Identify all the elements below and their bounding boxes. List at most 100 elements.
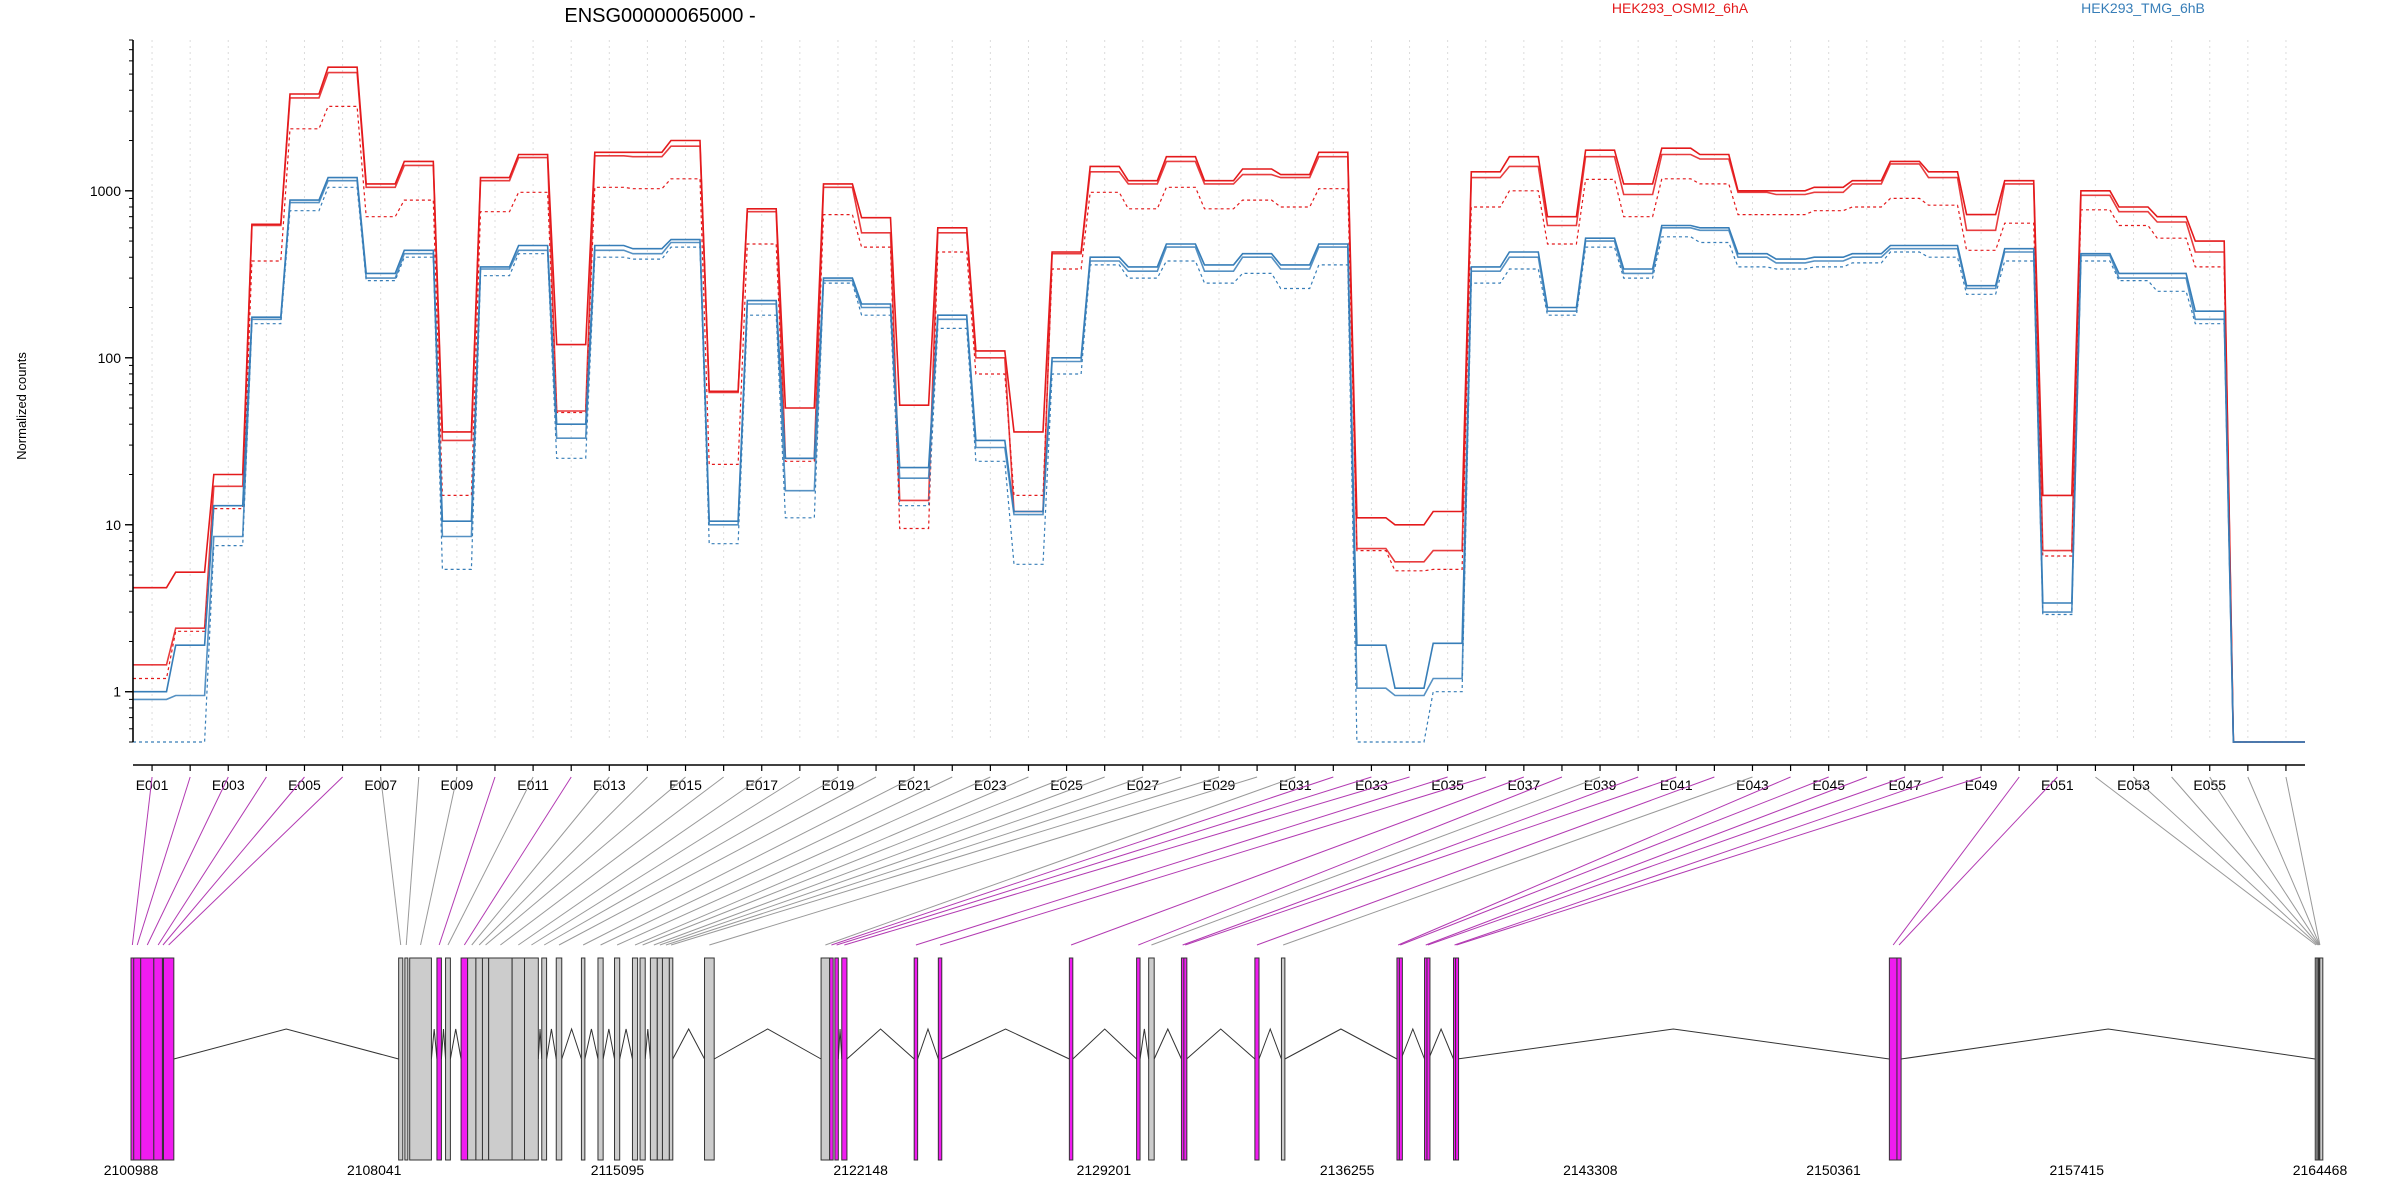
x-tick-label: E021 — [898, 777, 931, 793]
exon-connector — [485, 776, 686, 946]
x-tick-label: E023 — [974, 777, 1007, 793]
genome-tick-label: 2129201 — [1077, 1162, 1132, 1178]
intron-line — [619, 1028, 633, 1060]
x-tick-label: E019 — [822, 777, 855, 793]
x-tick-label: E047 — [1889, 777, 1922, 793]
genome-tick-label: 2164468 — [2293, 1162, 2348, 1178]
exon-connector — [558, 776, 877, 946]
exon-connector — [1400, 776, 1829, 946]
x-tick-label: E051 — [2041, 777, 2074, 793]
y-tick-label: 1 — [113, 684, 121, 700]
x-tick-label: E025 — [1050, 777, 1083, 793]
exon-box — [661, 957, 670, 1161]
genome-tick-label: 2122148 — [833, 1162, 888, 1178]
exon-connector — [665, 776, 1182, 946]
exon-box — [649, 957, 658, 1161]
exon-connector — [836, 776, 1372, 946]
exon-box — [2319, 957, 2324, 1161]
exon-box — [1254, 957, 1260, 1161]
genome-axis: 2100988 2108041 2115095 2122148 2129201 21362… — [104, 1162, 2348, 1178]
exon-box — [597, 957, 604, 1161]
series-line-3 — [133, 71, 2305, 743]
genome-tick-label: 2100988 — [104, 1162, 159, 1178]
exon-connector — [844, 776, 1410, 946]
exon-box — [829, 957, 834, 1161]
exon-connector — [1256, 776, 1715, 946]
exon-box — [162, 957, 175, 1161]
y-tick-label: 1000 — [90, 183, 121, 199]
legend-entry-osmi2: HEK293_OSMI2_6hA — [1612, 0, 1749, 16]
exon-connector — [420, 776, 458, 946]
x-tick-label: E043 — [1736, 777, 1769, 793]
chart-title: ENSG00000065000 - — [564, 5, 755, 27]
exon-connector — [500, 776, 724, 946]
intron-line — [713, 1028, 822, 1060]
exon-box — [475, 957, 483, 1161]
genome-tick-label: 2157415 — [2050, 1162, 2105, 1178]
exon-connector — [653, 776, 1105, 946]
exon-box — [398, 957, 404, 1161]
intron-line — [561, 1027, 582, 1060]
exon-connector — [405, 776, 420, 946]
y-axis-label: Normalized counts — [14, 352, 29, 460]
exon-box — [1280, 957, 1286, 1161]
exon-box — [913, 957, 919, 1161]
exon-box — [488, 957, 513, 1161]
exon-connector — [1425, 776, 1867, 946]
intron-line — [941, 1028, 1070, 1060]
exon-box — [834, 957, 839, 1161]
exon-connector — [939, 776, 1486, 946]
exon-connector — [2133, 776, 2318, 946]
exon-box — [1896, 957, 1902, 1161]
x-tick-label: E015 — [669, 777, 702, 793]
intron-line — [644, 1028, 651, 1060]
exon-connector — [582, 776, 915, 946]
exon-connector — [634, 776, 1029, 946]
x-tick-label: E035 — [1431, 777, 1464, 793]
x-tick-label: E037 — [1507, 777, 1540, 793]
exon-box — [639, 957, 646, 1161]
exon-box — [1148, 957, 1155, 1161]
exon-connector — [1138, 776, 1563, 946]
series-lines — [133, 66, 2305, 743]
exon-box — [511, 957, 526, 1161]
x-tick-label: E011 — [517, 777, 549, 793]
genome-tick-label: 2115095 — [591, 1162, 645, 1178]
x-tick-label: E053 — [2117, 777, 2150, 793]
exon-connector — [162, 776, 305, 946]
intron-line — [173, 1028, 399, 1060]
intron-line — [449, 1028, 462, 1060]
exon-connector — [1185, 776, 1677, 946]
intron-line — [846, 1028, 915, 1060]
exon-connector — [2209, 776, 2320, 946]
exon-connector — [1898, 776, 2058, 946]
x-tick-label: E005 — [288, 777, 321, 793]
exon-connector — [1070, 776, 1525, 946]
intron-line — [837, 1028, 843, 1060]
x-tick-label: E017 — [745, 777, 778, 793]
intron-line — [1258, 1027, 1282, 1060]
exon-box — [1888, 957, 1898, 1161]
exon-box — [153, 957, 163, 1161]
exon-connector — [447, 776, 534, 946]
exon-box — [668, 957, 674, 1161]
exon-connector — [1456, 776, 1982, 946]
genome-tick-label: 2150361 — [1806, 1162, 1861, 1178]
exon-box — [1455, 957, 1460, 1161]
exon-connector — [915, 776, 1448, 946]
exon-box — [1398, 957, 1403, 1161]
exon-box — [1068, 957, 1074, 1161]
x-tick-label: E041 — [1660, 777, 1693, 793]
exon-connector — [709, 776, 1258, 946]
exon-box — [541, 957, 548, 1161]
exon-connector — [1151, 776, 1601, 946]
intron-line — [537, 1028, 543, 1060]
exon-connector — [531, 776, 801, 946]
x-tick-label: E049 — [1965, 777, 1998, 793]
exon-connector — [438, 776, 496, 946]
exon-box — [580, 957, 586, 1161]
intron-line — [546, 1028, 557, 1060]
series-line-5 — [133, 186, 2305, 743]
intron-line — [1186, 1028, 1256, 1060]
intron-line — [917, 1027, 939, 1060]
